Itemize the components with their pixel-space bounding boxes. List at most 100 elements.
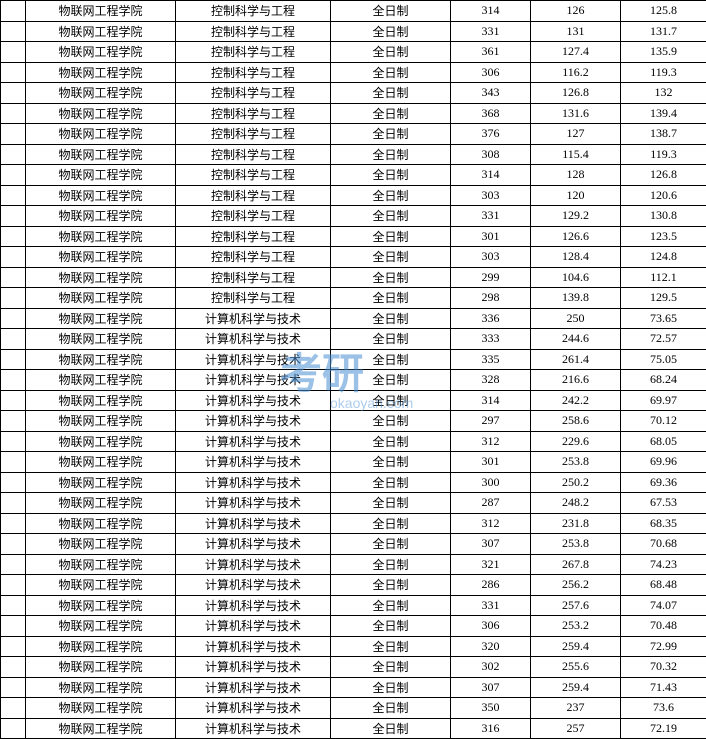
table-cell: 123.5	[621, 226, 706, 247]
table-cell: 253.8	[531, 452, 621, 473]
table-row: 物联网工程学院计算机科学与技术全日制331257.674.07	[1, 595, 706, 616]
table-cell	[1, 42, 26, 63]
table-cell	[1, 698, 26, 719]
table-cell: 全日制	[331, 21, 451, 42]
table-cell: 127	[531, 124, 621, 145]
table-cell: 物联网工程学院	[26, 554, 176, 575]
table-cell	[1, 554, 26, 575]
table-cell: 298	[451, 288, 531, 309]
table-cell: 控制科学与工程	[176, 21, 331, 42]
table-cell: 全日制	[331, 103, 451, 124]
table-cell: 全日制	[331, 144, 451, 165]
table-cell: 计算机科学与技术	[176, 493, 331, 514]
table-cell: 全日制	[331, 677, 451, 698]
table-cell	[1, 124, 26, 145]
table-cell: 计算机科学与技术	[176, 452, 331, 473]
table-cell: 计算机科学与技术	[176, 718, 331, 739]
table-cell: 控制科学与工程	[176, 185, 331, 206]
table-body: 物联网工程学院控制科学与工程全日制314126125.8物联网工程学院控制科学与…	[1, 1, 706, 739]
table-cell: 全日制	[331, 267, 451, 288]
table-cell: 计算机科学与技术	[176, 554, 331, 575]
table-cell: 286	[451, 575, 531, 596]
table-cell: 253.2	[531, 616, 621, 637]
table-cell: 135.9	[621, 42, 706, 63]
table-row: 物联网工程学院控制科学与工程全日制331129.2130.8	[1, 206, 706, 227]
table-cell	[1, 21, 26, 42]
table-cell: 312	[451, 513, 531, 534]
table-cell: 计算机科学与技术	[176, 698, 331, 719]
table-cell: 全日制	[331, 575, 451, 596]
table-cell: 116.2	[531, 62, 621, 83]
table-row: 物联网工程学院计算机科学与技术全日制302255.670.32	[1, 657, 706, 678]
table-cell: 物联网工程学院	[26, 616, 176, 637]
table-cell	[1, 370, 26, 391]
table-cell: 130.8	[621, 206, 706, 227]
table-cell: 计算机科学与技术	[176, 431, 331, 452]
table-cell: 70.32	[621, 657, 706, 678]
table-cell: 72.19	[621, 718, 706, 739]
table-cell	[1, 267, 26, 288]
table-row: 物联网工程学院控制科学与工程全日制376127138.7	[1, 124, 706, 145]
table-cell: 控制科学与工程	[176, 62, 331, 83]
table-cell: 297	[451, 411, 531, 432]
table-row: 物联网工程学院计算机科学与技术全日制312229.668.05	[1, 431, 706, 452]
table-cell: 242.2	[531, 390, 621, 411]
table-cell: 303	[451, 247, 531, 268]
table-cell: 259.4	[531, 677, 621, 698]
table-cell: 231.8	[531, 513, 621, 534]
table-cell: 69.96	[621, 452, 706, 473]
table-row: 物联网工程学院计算机科学与技术全日制312231.868.35	[1, 513, 706, 534]
table-cell	[1, 411, 26, 432]
table-cell: 306	[451, 616, 531, 637]
table-row: 物联网工程学院计算机科学与技术全日制333244.672.57	[1, 329, 706, 350]
table-cell: 328	[451, 370, 531, 391]
table-cell: 71.43	[621, 677, 706, 698]
table-cell: 控制科学与工程	[176, 144, 331, 165]
table-cell	[1, 288, 26, 309]
table-cell: 128.4	[531, 247, 621, 268]
table-cell: 237	[531, 698, 621, 719]
table-cell: 316	[451, 718, 531, 739]
table-cell	[1, 493, 26, 514]
table-row: 物联网工程学院计算机科学与技术全日制35023773.6	[1, 698, 706, 719]
table-cell: 301	[451, 226, 531, 247]
table-cell: 331	[451, 206, 531, 227]
table-cell	[1, 390, 26, 411]
table-cell	[1, 636, 26, 657]
table-cell: 计算机科学与技术	[176, 349, 331, 370]
table-cell	[1, 575, 26, 596]
table-cell: 物联网工程学院	[26, 452, 176, 473]
table-cell: 物联网工程学院	[26, 698, 176, 719]
table-cell	[1, 718, 26, 739]
table-cell: 计算机科学与技术	[176, 534, 331, 555]
table-cell: 全日制	[331, 370, 451, 391]
table-cell: 131.6	[531, 103, 621, 124]
table-cell	[1, 472, 26, 493]
table-cell: 全日制	[331, 390, 451, 411]
table-cell: 控制科学与工程	[176, 83, 331, 104]
table-cell: 全日制	[331, 657, 451, 678]
table-cell	[1, 534, 26, 555]
table-cell: 336	[451, 308, 531, 329]
table-cell: 物联网工程学院	[26, 42, 176, 63]
table-cell: 物联网工程学院	[26, 124, 176, 145]
table-cell	[1, 677, 26, 698]
table-cell: 全日制	[331, 411, 451, 432]
table-cell: 计算机科学与技术	[176, 657, 331, 678]
table-cell	[1, 431, 26, 452]
table-row: 物联网工程学院控制科学与工程全日制314126125.8	[1, 1, 706, 22]
table-cell: 300	[451, 472, 531, 493]
table-cell: 计算机科学与技术	[176, 595, 331, 616]
table-row: 物联网工程学院控制科学与工程全日制298139.8129.5	[1, 288, 706, 309]
table-cell: 361	[451, 42, 531, 63]
table-cell: 物联网工程学院	[26, 21, 176, 42]
table-cell: 126	[531, 1, 621, 22]
table-row: 物联网工程学院控制科学与工程全日制303128.4124.8	[1, 247, 706, 268]
table-row: 物联网工程学院计算机科学与技术全日制328216.668.24	[1, 370, 706, 391]
table-row: 物联网工程学院计算机科学与技术全日制33625073.65	[1, 308, 706, 329]
table-cell: 物联网工程学院	[26, 144, 176, 165]
table-row: 物联网工程学院计算机科学与技术全日制297258.670.12	[1, 411, 706, 432]
table-cell: 73.65	[621, 308, 706, 329]
table-row: 物联网工程学院控制科学与工程全日制343126.8132	[1, 83, 706, 104]
table-cell: 120.6	[621, 185, 706, 206]
